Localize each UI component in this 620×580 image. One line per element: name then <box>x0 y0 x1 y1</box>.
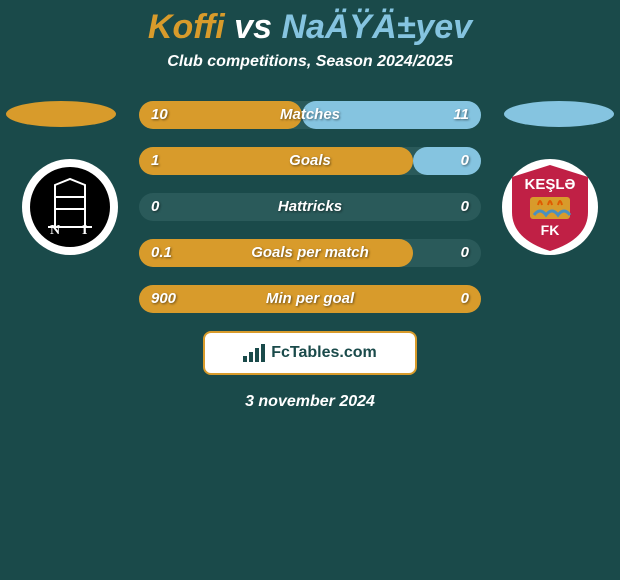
kesla-text: KEŞLƏ <box>525 176 576 193</box>
player2-name: NaÄŸÄ±yev <box>281 8 472 46</box>
club-right-logo: KEŞLƏ FK <box>500 157 600 257</box>
stat-row: 00Hattricks <box>139 193 481 221</box>
neftchi-logo-icon: N I <box>20 157 120 257</box>
kesla-logo-icon: KEŞLƏ FK <box>500 157 600 257</box>
stat-row: 0.10Goals per match <box>139 239 481 267</box>
player1-name: Koffi <box>148 8 225 46</box>
chart-icon <box>243 344 265 362</box>
club-left-oval <box>6 101 116 127</box>
stat-label: Hattricks <box>139 193 481 221</box>
comparison-card: Koffi vs NaÄŸÄ±yev Club competitions, Se… <box>0 0 620 580</box>
subtitle: Club competitions, Season 2024/2025 <box>0 53 620 71</box>
date-text: 3 november 2024 <box>0 393 620 411</box>
stat-row: 1011Matches <box>139 101 481 129</box>
branding-text: FcTables.com <box>271 344 377 362</box>
club-left-logo: N I <box>20 157 120 257</box>
stat-label: Matches <box>139 101 481 129</box>
vs-text: vs <box>234 8 281 46</box>
stat-rows: 1011Matches 10Goals 00Hattricks 0.10Goals p… <box>139 101 481 313</box>
branding-box[interactable]: FcTables.com <box>203 331 417 375</box>
svg-text:N: N <box>50 223 60 238</box>
stat-label: Min per goal <box>139 285 481 313</box>
kesla-subtext: FK <box>541 222 560 238</box>
stat-row: 9000Min per goal <box>139 285 481 313</box>
page-title: Koffi vs NaÄŸÄ±yev <box>0 8 620 47</box>
stat-row: 10Goals <box>139 147 481 175</box>
stat-label: Goals per match <box>139 239 481 267</box>
svg-text:I: I <box>82 223 87 238</box>
stat-label: Goals <box>139 147 481 175</box>
stats-area: N I KEŞLƏ FK 1011Matches 10Goals 00Hattric… <box>0 101 620 313</box>
club-right-oval <box>504 101 614 127</box>
